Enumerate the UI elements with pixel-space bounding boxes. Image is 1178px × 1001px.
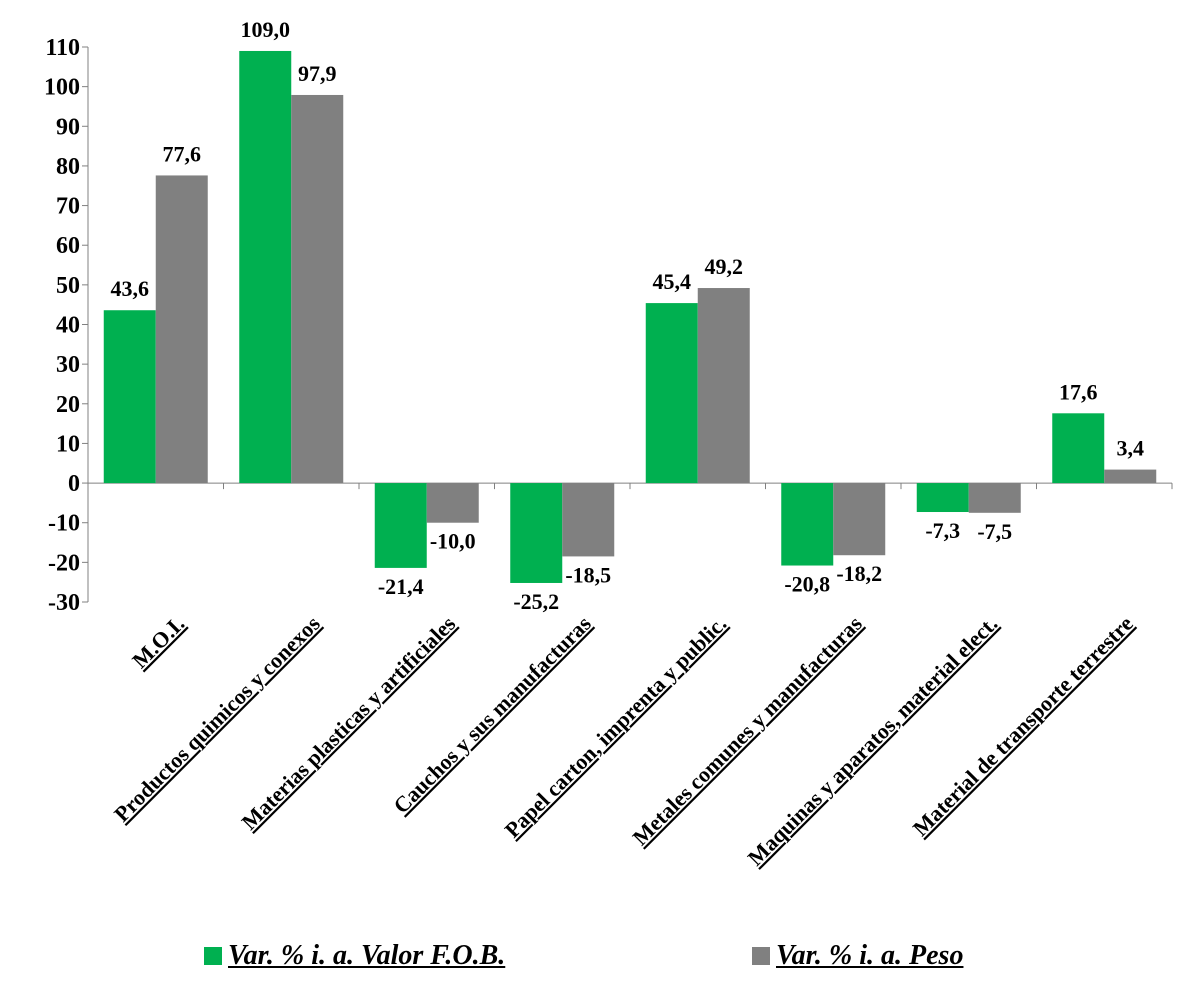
y-tick-label: 50 bbox=[56, 273, 80, 299]
data-label-fob: 45,4 bbox=[653, 269, 692, 294]
data-label-peso: -7,5 bbox=[977, 519, 1012, 544]
bar-peso bbox=[968, 483, 1021, 513]
bar-peso bbox=[155, 175, 208, 484]
y-tick-label: -30 bbox=[48, 590, 80, 616]
data-label-fob: -20,8 bbox=[784, 572, 830, 597]
y-tick-label: -10 bbox=[48, 511, 80, 537]
bar-fob bbox=[510, 483, 563, 583]
legend-swatch-peso bbox=[752, 947, 770, 965]
category-label: Metales comunes y manufacturas bbox=[627, 611, 867, 851]
bar-fob bbox=[1052, 413, 1105, 484]
y-tick-label: 90 bbox=[56, 114, 80, 140]
bar-peso bbox=[426, 483, 479, 523]
category-label: Material de transporte terrestre bbox=[908, 611, 1138, 841]
bar-fob bbox=[374, 483, 427, 568]
y-tick-label: 100 bbox=[44, 75, 80, 101]
bar-peso bbox=[1104, 469, 1157, 484]
data-label-fob: 43,6 bbox=[111, 276, 150, 301]
bar-fob bbox=[916, 483, 969, 513]
y-tick-label: 0 bbox=[68, 471, 80, 497]
data-label-peso: -10,0 bbox=[430, 529, 476, 554]
legend-swatch-fob bbox=[204, 947, 222, 965]
y-tick-label: 80 bbox=[56, 154, 80, 180]
data-label-peso: 3,4 bbox=[1117, 436, 1145, 461]
data-label-fob: -7,3 bbox=[925, 518, 960, 543]
y-tick-label: -20 bbox=[48, 550, 80, 576]
bar-fob bbox=[781, 483, 834, 566]
category-label: Papel carton, imprenta y public. bbox=[500, 611, 732, 843]
y-tick-label: 30 bbox=[56, 352, 80, 378]
y-tick-label: 20 bbox=[56, 392, 80, 418]
bar-peso bbox=[697, 288, 750, 484]
category-label: M.O.I. bbox=[127, 611, 189, 673]
y-tick-label: 110 bbox=[45, 35, 80, 61]
data-label-peso: 97,9 bbox=[298, 61, 337, 86]
data-label-peso: 49,2 bbox=[705, 254, 744, 279]
category-label: Maquinas y aparatos, material elect. bbox=[743, 611, 1003, 871]
data-label-fob: 17,6 bbox=[1059, 379, 1098, 404]
bar-peso bbox=[291, 94, 344, 484]
y-tick-label: 40 bbox=[56, 313, 80, 339]
legend: Var. % i. a. Valor F.O.B. Var. % i. a. P… bbox=[0, 940, 1178, 990]
legend-item-peso: Var. % i. a. Peso bbox=[752, 940, 963, 972]
bar-fob bbox=[103, 310, 156, 484]
bar-peso bbox=[833, 483, 886, 556]
data-label-fob: -25,2 bbox=[513, 589, 559, 614]
data-label-fob: -21,4 bbox=[378, 574, 424, 599]
legend-item-fob: Var. % i. a. Valor F.O.B. bbox=[204, 940, 505, 972]
y-tick-label: 70 bbox=[56, 194, 80, 220]
data-label-fob: 109,0 bbox=[241, 17, 291, 42]
data-label-peso: -18,2 bbox=[836, 561, 882, 586]
data-label-peso: 77,6 bbox=[163, 141, 202, 166]
category-label: Materias plasticas y artificiales bbox=[237, 611, 461, 835]
bar-peso bbox=[562, 483, 615, 557]
y-tick-label: 10 bbox=[56, 431, 80, 457]
bar-chart: -30 -20 -10 0 10 20 30 40 50 60 70 80 90 100 110 43,6 10… bbox=[44, 17, 1173, 871]
y-tick-label: 60 bbox=[56, 233, 80, 259]
legend-label-fob: Var. % i. a. Valor F.O.B. bbox=[228, 940, 506, 971]
bar-fob bbox=[645, 303, 698, 484]
bar-fob bbox=[239, 50, 292, 484]
legend-label-peso: Var. % i. a. Peso bbox=[776, 940, 964, 971]
data-label-peso: -18,5 bbox=[565, 562, 611, 587]
